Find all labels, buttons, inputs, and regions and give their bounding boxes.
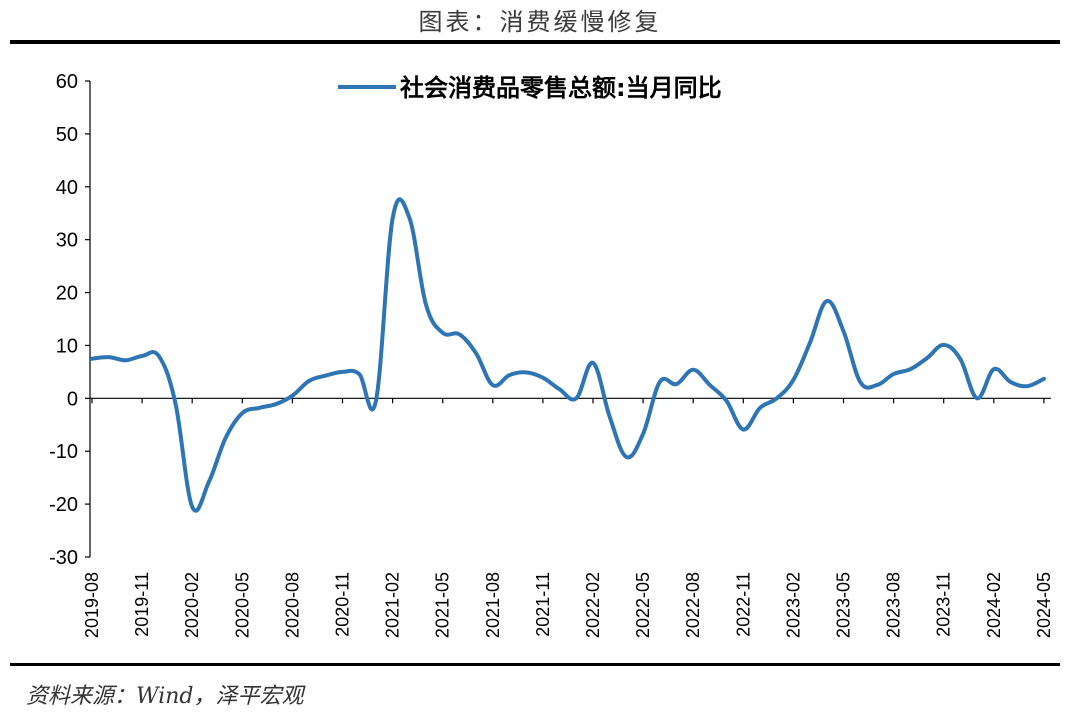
data-point — [457, 332, 461, 336]
data-point — [825, 299, 829, 303]
data-point — [791, 378, 795, 382]
y-tick-label: 0 — [67, 388, 78, 410]
x-axis: 2019-08 2019-11 2020-02 2020-05 2020-08 2020-… — [82, 397, 1054, 638]
y-tick-label: 60 — [56, 71, 78, 93]
x-tick-label: 2022-11 — [733, 572, 753, 637]
x-tick-label: 2024-02 — [984, 572, 1004, 638]
y-tick-label: 40 — [56, 177, 78, 199]
data-point — [341, 370, 345, 374]
x-tick-label: 2021-08 — [483, 572, 503, 638]
data-point — [1042, 377, 1046, 381]
data-point — [942, 343, 946, 347]
data-point — [508, 373, 512, 377]
chart-title: 图表：消费缓慢修复 — [418, 8, 662, 36]
series-line-retail-sales-yoy — [90, 197, 1046, 513]
y-tick-label: -10 — [49, 441, 78, 463]
y-tick-label: -30 — [49, 547, 78, 569]
data-point — [441, 331, 445, 335]
data-point — [157, 354, 161, 358]
data-point — [123, 358, 127, 362]
source-note: 资料来源：Wind，泽平宏观 — [26, 684, 304, 709]
x-tick-label: 2020-05 — [232, 572, 252, 638]
data-point — [658, 380, 662, 384]
x-tick-label: 2020-11 — [333, 572, 353, 637]
data-point — [240, 411, 244, 415]
data-point — [808, 340, 812, 344]
data-point — [775, 396, 779, 400]
data-point — [1025, 384, 1029, 388]
x-tick-label: 2023-11 — [934, 572, 954, 637]
y-tick-label: 20 — [56, 283, 78, 305]
data-point — [224, 436, 228, 440]
data-point — [107, 355, 111, 359]
bottom-rule — [10, 663, 1060, 666]
data-point — [574, 396, 578, 400]
data-point — [541, 376, 545, 380]
data-point — [608, 415, 612, 419]
data-point — [675, 382, 679, 386]
line-chart: 社会消费品零售总额:当月同比 -30 -20 -10 0 10 20 30 40 50 60 20… — [49, 71, 1054, 638]
x-tick-label: 2021-11 — [533, 572, 553, 637]
data-point — [140, 354, 144, 358]
data-point — [174, 402, 178, 406]
data-point — [708, 383, 712, 387]
data-point — [975, 396, 979, 400]
y-tick-label: 10 — [56, 335, 78, 357]
data-point — [207, 480, 211, 484]
data-point — [407, 215, 411, 219]
legend: 社会消费品零售总额:当月同比 — [338, 74, 722, 102]
data-point — [307, 379, 311, 383]
data-point — [357, 372, 361, 376]
data-point — [274, 402, 278, 406]
data-point — [858, 380, 862, 384]
data-point — [190, 505, 194, 509]
y-tick-label: 50 — [56, 124, 78, 146]
data-point — [892, 372, 896, 376]
data-point — [491, 383, 495, 387]
x-tick-label: 2023-02 — [783, 572, 803, 638]
y-tick-label: -20 — [49, 494, 78, 516]
data-point — [424, 303, 428, 307]
data-point — [758, 406, 762, 410]
data-point — [925, 356, 929, 360]
data-point — [374, 399, 378, 403]
data-point — [257, 406, 261, 410]
data-point — [391, 217, 395, 221]
data-point — [875, 383, 879, 387]
data-point — [290, 394, 294, 398]
y-axis: -30 -20 -10 0 10 20 30 40 50 60 — [49, 71, 91, 569]
top-rule — [10, 40, 1060, 44]
data-point — [1009, 380, 1013, 384]
x-tick-label: 2022-05 — [633, 572, 653, 638]
data-point — [725, 399, 729, 403]
data-point — [474, 351, 478, 355]
data-point — [958, 357, 962, 361]
data-point — [90, 357, 94, 361]
x-tick-label: 2021-05 — [433, 572, 453, 638]
data-point — [324, 374, 328, 378]
y-tick-label: 30 — [56, 230, 78, 252]
x-tick-label: 2021-02 — [383, 572, 403, 638]
data-point — [558, 387, 562, 391]
x-tick-label: 2024-05 — [1034, 572, 1054, 638]
data-point — [591, 361, 595, 365]
x-tick-label: 2019-08 — [82, 572, 102, 638]
data-point — [908, 367, 912, 371]
x-tick-label: 2022-08 — [683, 572, 703, 638]
data-point — [641, 432, 645, 436]
x-tick-label: 2020-02 — [182, 572, 202, 638]
data-point — [741, 428, 745, 432]
x-tick-label: 2023-08 — [884, 572, 904, 638]
data-point — [691, 368, 695, 372]
x-tick-label: 2019-11 — [132, 572, 152, 637]
data-point — [624, 455, 628, 459]
x-tick-label: 2022-02 — [583, 572, 603, 638]
x-tick-label: 2023-05 — [834, 572, 854, 638]
plot-area — [90, 197, 1046, 513]
data-point — [524, 370, 528, 374]
x-tick-label: 2020-08 — [282, 572, 302, 638]
legend-label: 社会消费品零售总额:当月同比 — [400, 74, 722, 102]
data-point — [992, 367, 996, 371]
data-point — [842, 329, 846, 333]
